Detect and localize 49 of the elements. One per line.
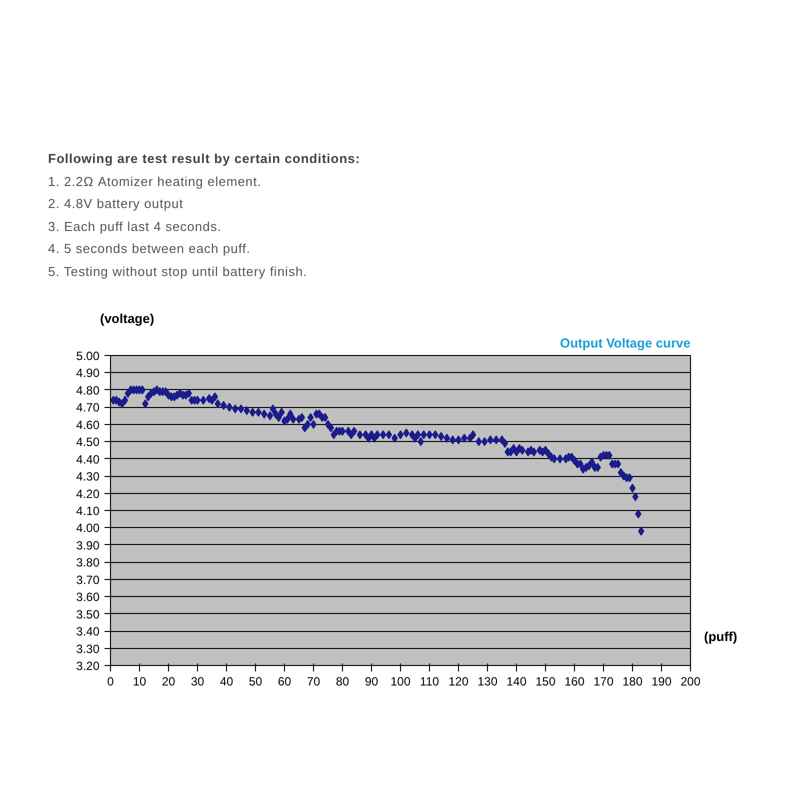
- y-tick-label: 3.30: [76, 642, 100, 656]
- x-tick-label: 200: [680, 674, 701, 688]
- x-tick-label: 40: [220, 674, 234, 688]
- y-tick-label: 3.60: [76, 590, 100, 604]
- x-tick-label: 30: [190, 674, 204, 688]
- x-tick-label: 20: [162, 674, 176, 688]
- y-tick-label: 4.30: [76, 470, 100, 484]
- y-tick-label: 3.50: [76, 607, 100, 622]
- text: 5. Testing without stop until battery finish.: [48, 262, 308, 281]
- x-tick-label: 180: [622, 674, 643, 688]
- y-tick-label: 4.50: [76, 435, 100, 450]
- y-tick-label: 4.10: [76, 504, 100, 518]
- x-tick-label: 190: [651, 674, 672, 688]
- text: Following are test result by certain conditions:: [48, 150, 360, 168]
- x-tick-label: 130: [477, 674, 498, 688]
- text: 2. 4.8V battery output: [48, 195, 184, 214]
- y-tick-label: 3.70: [76, 572, 100, 587]
- y-tick-label: 5.00: [76, 349, 100, 363]
- y-tick-label: 4.90: [76, 366, 100, 380]
- x-tick-label: 70: [306, 674, 320, 688]
- x-tick-label: 50: [248, 674, 262, 688]
- y-tick-label: 4.20: [76, 486, 100, 501]
- x-tick-label: 90: [364, 674, 378, 688]
- x-tick-label: 10: [132, 674, 146, 688]
- chart-title: Output Voltage curve: [560, 336, 691, 350]
- y-tick-label: 3.80: [76, 556, 100, 570]
- x-tick-label: 80: [336, 674, 350, 688]
- y-tick-label: 4.70: [76, 400, 100, 415]
- x-tick-label: 170: [593, 674, 614, 688]
- x-tick-label: 140: [506, 674, 527, 688]
- text: 4. 5 seconds between each puff.: [48, 240, 252, 258]
- x-tick-label: 110: [420, 674, 440, 688]
- y-tick-label: 4.40: [76, 452, 100, 466]
- y-tick-label: 3.90: [76, 538, 100, 552]
- y-tick-label: 3.40: [76, 624, 100, 639]
- text: 1. 2.2Ω Atomizer heating element.: [48, 172, 262, 191]
- y-tick-label: 4.00: [76, 521, 100, 536]
- text: 3. Each puff last 4 seconds.: [48, 218, 222, 236]
- y-axis-title: (voltage): [100, 311, 154, 326]
- x-tick-label: 100: [390, 674, 411, 688]
- x-axis-title: (puff): [704, 629, 738, 644]
- x-tick-label: 60: [278, 674, 292, 688]
- x-tick-label: 150: [535, 674, 556, 688]
- x-tick-label: 0: [107, 674, 114, 688]
- y-tick-label: 4.60: [76, 418, 100, 432]
- y-tick-label: 3.20: [76, 659, 100, 673]
- x-tick-label: 160: [564, 674, 585, 688]
- x-tick-label: 120: [448, 674, 469, 688]
- y-tick-label: 4.80: [76, 383, 100, 398]
